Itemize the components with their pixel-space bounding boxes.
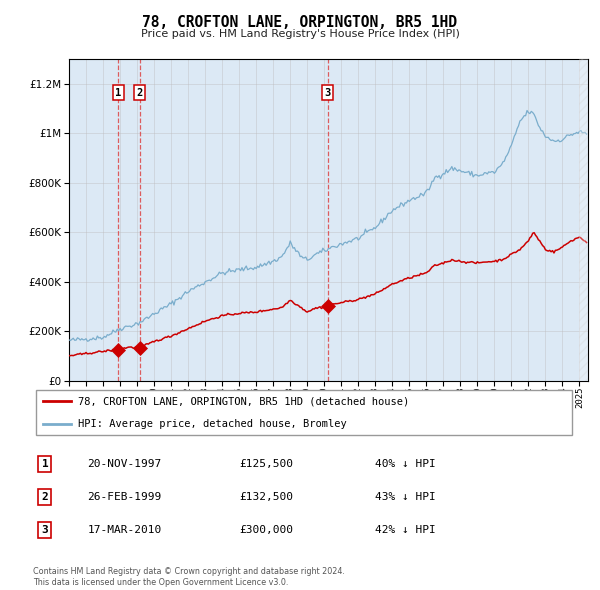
FancyBboxPatch shape bbox=[36, 390, 572, 435]
Text: 78, CROFTON LANE, ORPINGTON, BR5 1HD: 78, CROFTON LANE, ORPINGTON, BR5 1HD bbox=[143, 15, 458, 30]
Text: 3: 3 bbox=[325, 88, 331, 98]
Text: 26-FEB-1999: 26-FEB-1999 bbox=[88, 492, 161, 502]
Text: 42% ↓ HPI: 42% ↓ HPI bbox=[375, 525, 436, 535]
Text: HPI: Average price, detached house, Bromley: HPI: Average price, detached house, Brom… bbox=[77, 418, 346, 428]
Text: 43% ↓ HPI: 43% ↓ HPI bbox=[375, 492, 436, 502]
Text: 1: 1 bbox=[41, 460, 49, 469]
Text: £300,000: £300,000 bbox=[239, 525, 293, 535]
Text: Price paid vs. HM Land Registry's House Price Index (HPI): Price paid vs. HM Land Registry's House … bbox=[140, 29, 460, 38]
Bar bbox=[580, 59, 588, 381]
Text: 17-MAR-2010: 17-MAR-2010 bbox=[88, 525, 161, 535]
Text: 3: 3 bbox=[41, 525, 49, 535]
Text: £132,500: £132,500 bbox=[239, 492, 293, 502]
Text: Contains HM Land Registry data © Crown copyright and database right 2024.
This d: Contains HM Land Registry data © Crown c… bbox=[33, 568, 345, 586]
Text: 40% ↓ HPI: 40% ↓ HPI bbox=[375, 460, 436, 469]
Text: 1: 1 bbox=[115, 88, 121, 98]
Text: 78, CROFTON LANE, ORPINGTON, BR5 1HD (detached house): 78, CROFTON LANE, ORPINGTON, BR5 1HD (de… bbox=[77, 396, 409, 407]
Text: 20-NOV-1997: 20-NOV-1997 bbox=[88, 460, 161, 469]
Text: 2: 2 bbox=[41, 492, 49, 502]
Text: 2: 2 bbox=[137, 88, 143, 98]
Text: £125,500: £125,500 bbox=[239, 460, 293, 469]
